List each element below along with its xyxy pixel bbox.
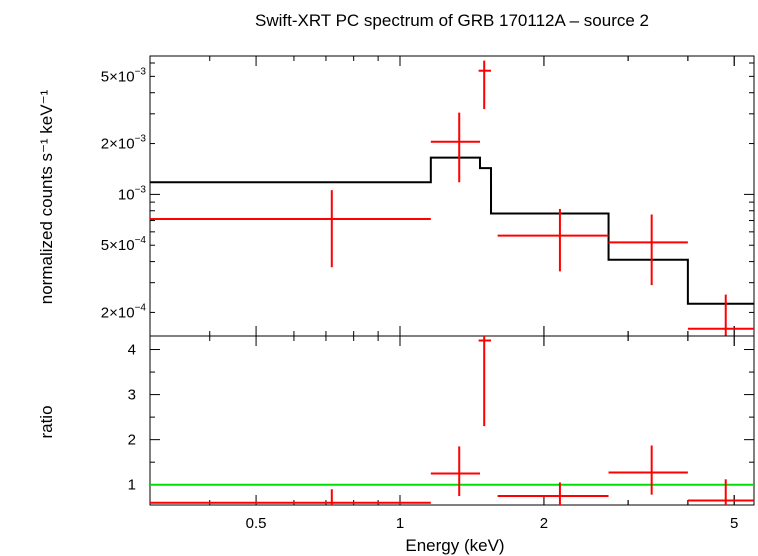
y-tick-label: 10−3 [118, 184, 147, 203]
ratio-frame [149, 335, 755, 506]
spectrum-panel: 5×10−3 2×10−3 10−3 5×10−4 2×10−4 [101, 55, 755, 337]
y-axis-label-spectrum: normalized counts s⁻¹ keV⁻¹ [37, 89, 56, 304]
y-axis-label-ratio: ratio [37, 405, 56, 438]
y-tick-label: 4 [128, 342, 136, 359]
x-tick-label: 0.5 [246, 515, 267, 532]
chart-title: Swift-XRT PC spectrum of GRB 170112A – s… [255, 11, 649, 30]
x-tick-label: 2 [540, 515, 548, 532]
x-tick-label: 5 [730, 515, 738, 532]
y-tick-label: 2×10−4 [101, 302, 147, 321]
ratio-panel: 0.5 1 2 5 1 2 3 4 [128, 335, 755, 532]
spectrum-frame [149, 55, 755, 337]
x-axis-label: Energy (keV) [405, 536, 504, 555]
x-tick-label: 1 [396, 515, 404, 532]
y-tick-label: 1 [128, 477, 136, 494]
model-step-line [150, 156, 754, 305]
y-tick-label: 5×10−3 [101, 66, 147, 85]
y-tick-label: 3 [128, 387, 136, 404]
y-tick-label: 2×10−3 [101, 134, 147, 153]
y-tick-label: 5×10−4 [101, 235, 147, 254]
y-tick-label: 2 [128, 432, 136, 449]
